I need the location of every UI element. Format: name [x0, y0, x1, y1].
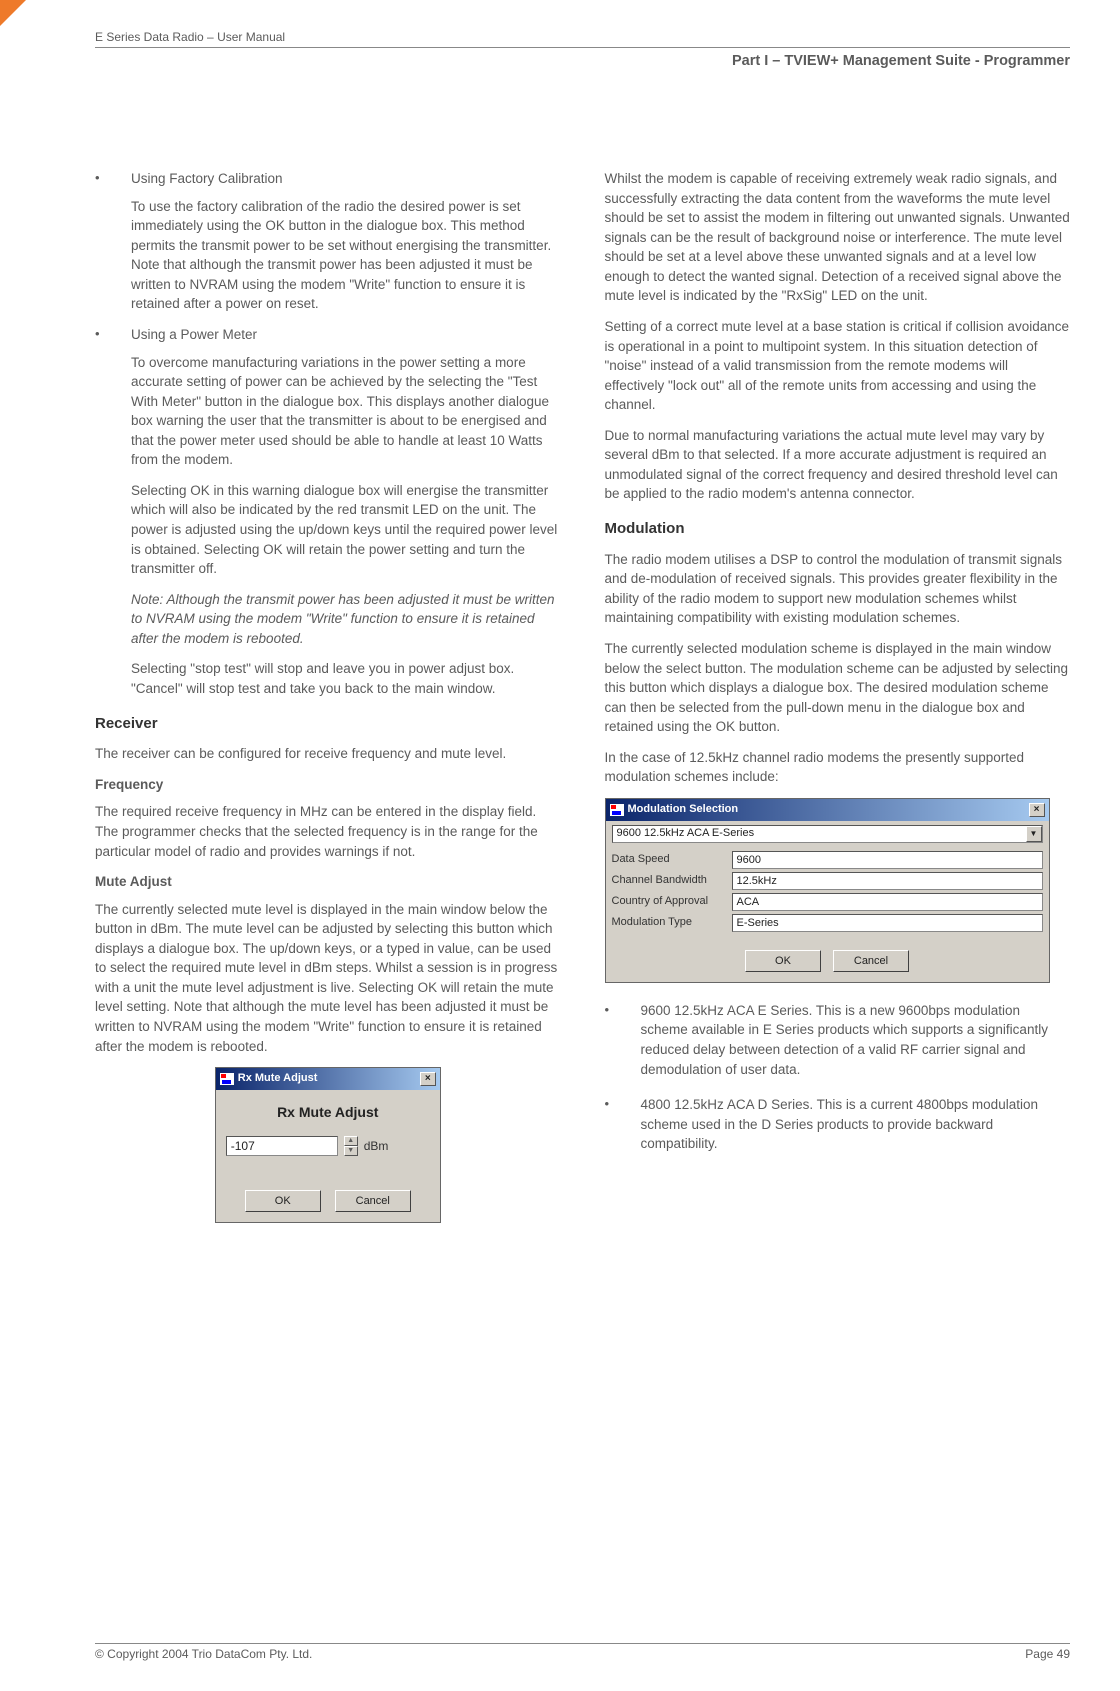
doc-title: E Series Data Radio – User Manual	[95, 30, 1070, 48]
field-value[interactable]: E-Series	[732, 914, 1043, 932]
body-text: The currently selected mute level is dis…	[95, 900, 561, 1057]
body-text: Selecting OK in this warning dialogue bo…	[95, 481, 561, 579]
cancel-button[interactable]: Cancel	[833, 950, 909, 972]
spin-up-icon[interactable]: ▲	[344, 1136, 358, 1146]
subhead-frequency: Frequency	[95, 775, 561, 795]
body-text: The currently selected modulation scheme…	[605, 639, 1071, 737]
left-column: • Using Factory Calibration To use the f…	[95, 169, 561, 1223]
field-row: Data Speed9600	[612, 851, 1043, 869]
body-text: Due to normal manufacturing variations t…	[605, 426, 1071, 504]
field-label: Modulation Type	[612, 915, 732, 931]
body-text: The radio modem utilises a DSP to contro…	[605, 550, 1071, 628]
dialog-heading: Rx Mute Adjust	[226, 1102, 430, 1122]
field-value[interactable]: 12.5kHz	[732, 872, 1043, 890]
body-text: Whilst the modem is capable of receiving…	[605, 169, 1071, 306]
mute-value-input[interactable]	[226, 1136, 338, 1156]
dialog-title: Modulation Selection	[628, 802, 739, 818]
modulation-combo[interactable]: 9600 12.5kHz ACA E-Series ▼	[612, 825, 1043, 843]
field-label: Channel Bandwidth	[612, 873, 732, 889]
close-icon[interactable]: ×	[420, 1072, 436, 1086]
scheme-item: 4800 12.5kHz ACA D Series. This is a cur…	[641, 1095, 1071, 1154]
bullet-title: Using Factory Calibration	[131, 169, 283, 189]
close-icon[interactable]: ×	[1029, 803, 1045, 817]
spin-control[interactable]: ▲ ▼	[344, 1136, 358, 1156]
app-icon	[220, 1073, 234, 1085]
field-row: Modulation TypeE-Series	[612, 914, 1043, 932]
field-row: Channel Bandwidth12.5kHz	[612, 872, 1043, 890]
bullet-title: Using a Power Meter	[131, 325, 257, 345]
bullet-dot: •	[605, 1001, 641, 1079]
field-row: Country of ApprovalACA	[612, 893, 1043, 911]
unit-label: dBm	[364, 1138, 389, 1155]
dialog-titlebar[interactable]: Rx Mute Adjust ×	[216, 1068, 440, 1090]
scheme-item: 9600 12.5kHz ACA E Series. This is a new…	[641, 1001, 1071, 1079]
footer-page: Page 49	[1025, 1647, 1070, 1661]
dialog-titlebar[interactable]: Modulation Selection ×	[606, 799, 1049, 821]
body-note: Note: Although the transmit power has be…	[95, 590, 561, 649]
cancel-button[interactable]: Cancel	[335, 1190, 411, 1212]
bullet-dot: •	[605, 1095, 641, 1154]
subhead-mute-adjust: Mute Adjust	[95, 872, 561, 892]
body-text: To overcome manufacturing variations in …	[95, 353, 561, 470]
dialog-title: Rx Mute Adjust	[238, 1071, 318, 1087]
ok-button[interactable]: OK	[745, 950, 821, 972]
body-text: The required receive frequency in MHz ca…	[95, 802, 561, 861]
field-label: Country of Approval	[612, 894, 732, 910]
combo-value: 9600 12.5kHz ACA E-Series	[617, 826, 755, 842]
bullet-dot: •	[95, 169, 131, 189]
footer-copyright: © Copyright 2004 Trio DataCom Pty. Ltd.	[95, 1647, 312, 1661]
body-text: Setting of a correct mute level at a bas…	[605, 317, 1071, 415]
body-text: The receiver can be configured for recei…	[95, 744, 561, 764]
body-text: Selecting "stop test" will stop and leav…	[95, 659, 561, 698]
body-text: In the case of 12.5kHz channel radio mod…	[605, 748, 1071, 787]
chevron-down-icon[interactable]: ▼	[1026, 826, 1042, 842]
section-modulation: Modulation	[605, 518, 1071, 540]
body-text: To use the factory calibration of the ra…	[95, 197, 561, 314]
right-column: Whilst the modem is capable of receiving…	[605, 169, 1071, 1223]
field-value[interactable]: 9600	[732, 851, 1043, 869]
field-value[interactable]: ACA	[732, 893, 1043, 911]
modulation-dialog: Modulation Selection × 9600 12.5kHz ACA …	[605, 798, 1050, 983]
ok-button[interactable]: OK	[245, 1190, 321, 1212]
rx-mute-dialog: Rx Mute Adjust × Rx Mute Adjust ▲ ▼ dBm	[215, 1067, 441, 1223]
app-icon	[610, 804, 624, 816]
field-label: Data Speed	[612, 852, 732, 868]
section-receiver: Receiver	[95, 713, 561, 735]
bullet-dot: •	[95, 325, 131, 345]
part-label: Part I – TVIEW+ Management Suite - Progr…	[95, 53, 1070, 69]
spin-down-icon[interactable]: ▼	[344, 1146, 358, 1156]
